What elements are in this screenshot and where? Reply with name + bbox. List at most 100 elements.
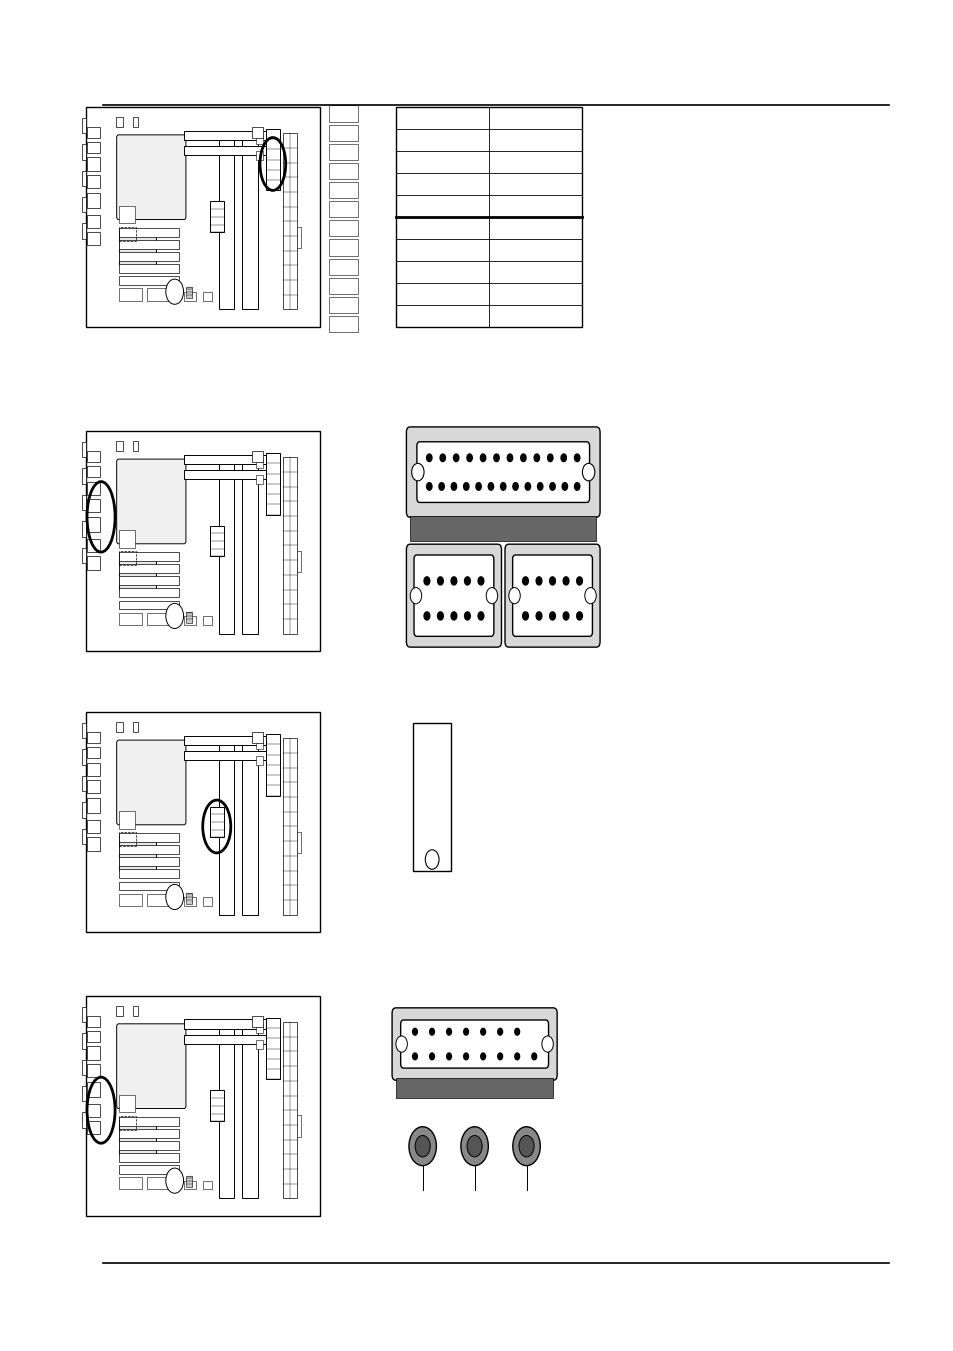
FancyBboxPatch shape xyxy=(512,555,592,636)
Bar xyxy=(82,802,86,817)
Bar xyxy=(82,469,86,484)
Bar xyxy=(283,134,297,309)
Bar xyxy=(118,577,179,585)
Circle shape xyxy=(446,1052,451,1059)
Bar xyxy=(87,798,100,813)
Circle shape xyxy=(410,588,421,604)
Bar xyxy=(118,253,179,261)
Bar xyxy=(118,612,142,624)
Bar xyxy=(118,1116,136,1129)
Bar xyxy=(184,470,268,480)
Circle shape xyxy=(513,1127,539,1166)
Bar xyxy=(184,1181,195,1189)
Bar xyxy=(87,557,100,570)
Bar xyxy=(118,893,142,905)
Circle shape xyxy=(463,482,469,490)
Bar xyxy=(116,721,123,732)
Circle shape xyxy=(467,1135,481,1156)
Circle shape xyxy=(395,1036,407,1052)
Circle shape xyxy=(584,588,596,604)
Circle shape xyxy=(562,577,568,585)
Bar xyxy=(186,1177,192,1188)
Bar xyxy=(184,751,268,761)
Bar xyxy=(132,116,138,127)
Bar xyxy=(118,1177,142,1189)
Bar xyxy=(82,547,86,563)
Bar xyxy=(82,750,86,765)
Bar xyxy=(184,292,195,300)
Bar xyxy=(283,1023,297,1198)
Bar xyxy=(329,105,357,122)
FancyBboxPatch shape xyxy=(116,135,186,219)
FancyBboxPatch shape xyxy=(406,427,599,517)
FancyBboxPatch shape xyxy=(116,740,186,824)
Bar xyxy=(87,481,100,494)
Bar xyxy=(118,277,179,285)
Bar xyxy=(82,170,86,186)
Circle shape xyxy=(581,463,595,481)
Bar xyxy=(118,858,179,866)
Circle shape xyxy=(451,577,456,585)
Circle shape xyxy=(476,482,480,490)
Circle shape xyxy=(438,482,444,490)
Bar xyxy=(118,1166,179,1174)
Bar xyxy=(283,739,297,915)
Bar xyxy=(82,442,86,458)
Bar xyxy=(147,1177,170,1189)
FancyBboxPatch shape xyxy=(392,1008,557,1081)
Bar xyxy=(118,288,142,300)
Circle shape xyxy=(437,577,443,585)
Circle shape xyxy=(166,885,183,909)
Bar xyxy=(329,258,357,274)
Bar xyxy=(82,118,86,134)
Circle shape xyxy=(166,1169,183,1193)
FancyBboxPatch shape xyxy=(416,442,589,503)
Bar xyxy=(82,521,86,536)
Bar xyxy=(118,832,136,846)
Bar xyxy=(118,882,179,890)
Bar xyxy=(132,721,138,732)
Circle shape xyxy=(412,463,423,481)
Bar xyxy=(329,182,357,199)
Circle shape xyxy=(494,454,498,462)
Bar xyxy=(87,500,100,512)
Bar xyxy=(266,453,279,515)
Bar xyxy=(219,1027,234,1198)
Bar xyxy=(87,1031,100,1042)
Bar xyxy=(118,565,179,573)
Bar xyxy=(87,820,100,834)
Bar xyxy=(210,807,224,838)
Circle shape xyxy=(423,577,429,585)
Circle shape xyxy=(513,482,517,490)
Bar xyxy=(283,458,297,634)
Bar xyxy=(87,1046,100,1059)
Bar xyxy=(86,996,319,1216)
Bar xyxy=(252,732,263,743)
Circle shape xyxy=(525,482,530,490)
Bar xyxy=(329,297,357,313)
FancyBboxPatch shape xyxy=(504,544,599,647)
Circle shape xyxy=(576,577,581,585)
Bar xyxy=(256,459,263,469)
Circle shape xyxy=(549,612,555,620)
Bar xyxy=(297,227,300,247)
Circle shape xyxy=(532,1052,536,1059)
Bar xyxy=(329,201,357,218)
Circle shape xyxy=(520,454,525,462)
Circle shape xyxy=(477,577,483,585)
Bar xyxy=(413,723,451,871)
Circle shape xyxy=(562,612,568,620)
Circle shape xyxy=(409,1127,436,1166)
Bar xyxy=(184,146,268,155)
Bar xyxy=(329,220,357,236)
Bar xyxy=(87,176,100,188)
Circle shape xyxy=(463,1028,468,1035)
Circle shape xyxy=(466,454,472,462)
Bar xyxy=(297,551,300,571)
Circle shape xyxy=(166,280,183,304)
Bar xyxy=(82,828,86,844)
Bar xyxy=(202,1181,212,1189)
Bar xyxy=(87,838,100,851)
Bar xyxy=(87,451,100,462)
Bar xyxy=(87,232,100,246)
